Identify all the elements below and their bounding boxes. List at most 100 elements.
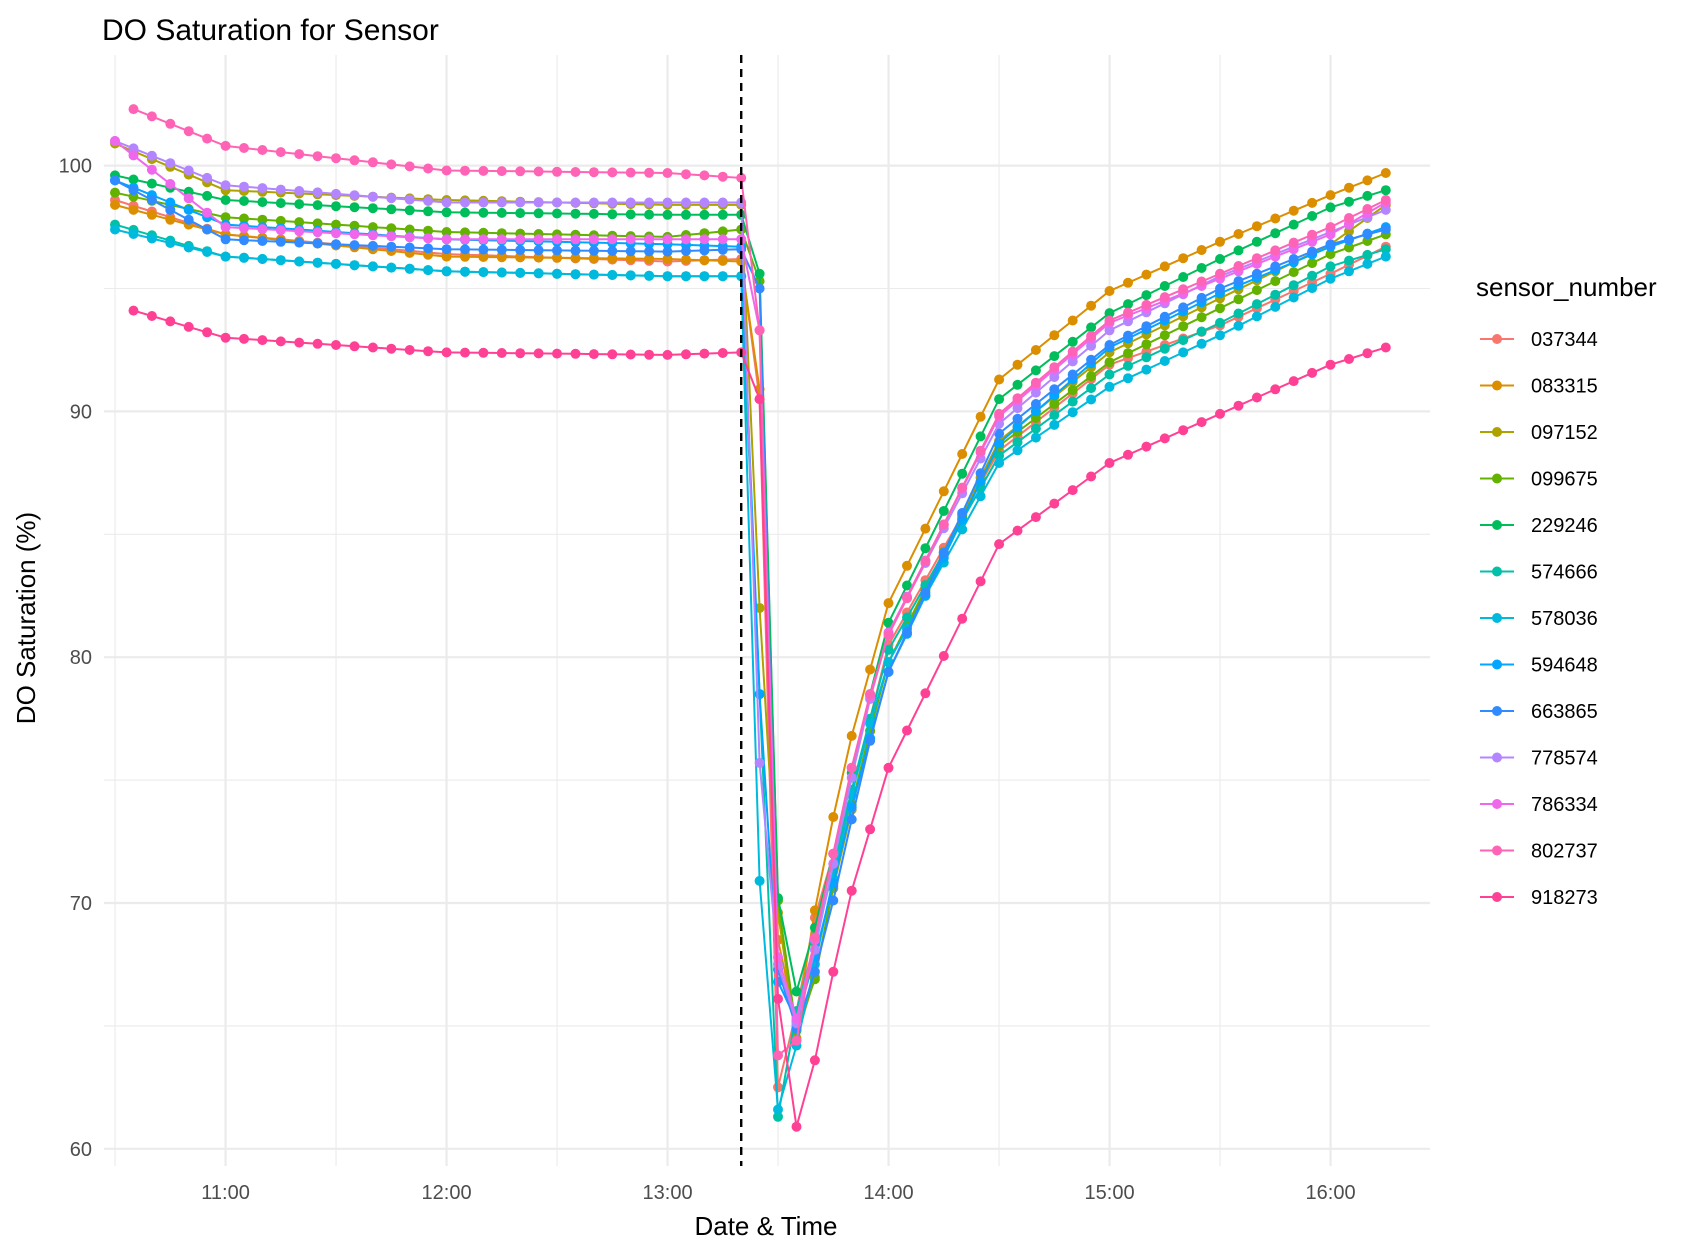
data-point: [257, 224, 268, 235]
legend-key-point: [1492, 427, 1502, 437]
data-point: [1123, 373, 1133, 384]
data-point: [625, 246, 636, 257]
data-point: [349, 155, 360, 166]
data-point: [110, 136, 120, 146]
data-point: [1104, 325, 1115, 336]
data-point: [1215, 317, 1225, 328]
data-point: [275, 147, 286, 158]
data-point: [165, 179, 176, 189]
legend-label: 663865: [1531, 701, 1598, 723]
data-point: [404, 345, 415, 355]
data-point: [644, 246, 655, 257]
data-point: [275, 215, 286, 226]
data-point: [1049, 384, 1060, 395]
data-point: [1049, 419, 1060, 430]
legend-key-point: [1492, 380, 1502, 391]
data-point: [1288, 376, 1299, 387]
data-point: [367, 203, 378, 214]
data-point: [773, 993, 783, 1004]
data-point: [460, 266, 470, 277]
legend-label: 229246: [1531, 515, 1598, 537]
data-point: [1215, 303, 1225, 314]
data-point: [331, 188, 341, 199]
data-point: [1159, 311, 1170, 322]
data-point: [1012, 379, 1023, 390]
data-point: [1344, 196, 1354, 207]
data-point: [423, 346, 434, 357]
data-point: [239, 196, 249, 206]
data-point: [681, 197, 691, 208]
series-574666: [110, 219, 1391, 1122]
x-tick-label: 12:00: [422, 1182, 472, 1204]
data-point: [809, 966, 820, 977]
data-point: [570, 245, 581, 256]
data-point: [1233, 229, 1244, 239]
legend-key-point: [1492, 752, 1502, 763]
legend-item: 802737: [1480, 841, 1598, 863]
legend-key-point: [1492, 334, 1502, 344]
data-point: [957, 482, 968, 493]
data-point: [460, 207, 470, 218]
data-point: [717, 271, 728, 282]
legend-key-point: [1492, 892, 1502, 902]
data-point: [1288, 237, 1299, 248]
data-point: [1123, 360, 1133, 371]
data-point: [570, 208, 581, 219]
data-point: [975, 491, 986, 502]
data-point: [1159, 281, 1170, 291]
data-point: [1251, 236, 1262, 247]
data-point: [865, 664, 876, 675]
legend-item: 574666: [1480, 562, 1598, 584]
data-point: [938, 547, 949, 558]
data-point: [423, 225, 434, 236]
data-point: [644, 270, 655, 281]
data-point: [994, 428, 1005, 439]
data-point: [994, 394, 1005, 405]
data-point: [1307, 246, 1318, 257]
data-point: [257, 214, 268, 225]
data-point: [1086, 300, 1097, 311]
data-point: [588, 197, 599, 208]
data-point: [349, 220, 360, 231]
data-point: [1030, 387, 1041, 398]
data-point: [478, 347, 489, 358]
data-point: [717, 244, 728, 255]
data-point: [312, 200, 323, 211]
data-point: [1270, 213, 1281, 224]
data-point: [809, 932, 820, 943]
data-point: [625, 167, 636, 178]
data-point: [275, 198, 286, 209]
data-point: [349, 202, 360, 213]
data-point: [404, 161, 415, 172]
data-point: [349, 190, 360, 201]
data-point: [1067, 385, 1078, 396]
data-point: [386, 231, 397, 242]
data-point: [754, 283, 765, 294]
data-point: [239, 333, 249, 344]
data-point: [552, 268, 562, 279]
legend-item: 918273: [1480, 887, 1598, 909]
data-point: [920, 688, 931, 699]
data-point: [239, 235, 249, 246]
data-point: [625, 270, 636, 281]
series-line: [114, 140, 1387, 1023]
data-point: [662, 246, 673, 257]
data-point: [257, 335, 268, 346]
data-point: [1123, 307, 1133, 318]
data-point: [1344, 266, 1354, 277]
data-point: [331, 219, 341, 230]
data-point: [533, 348, 544, 359]
data-point: [570, 348, 581, 359]
data-point: [1380, 168, 1391, 178]
data-point: [1233, 261, 1244, 271]
data-point: [699, 271, 710, 282]
data-point: [165, 214, 176, 225]
legend-item: 097152: [1480, 422, 1598, 444]
data-point: [902, 627, 912, 638]
data-point: [1159, 343, 1170, 354]
data-point: [975, 445, 986, 456]
data-point: [588, 167, 599, 178]
data-point: [220, 195, 231, 205]
legend-item: 578036: [1480, 608, 1598, 630]
data-point: [1251, 299, 1262, 310]
